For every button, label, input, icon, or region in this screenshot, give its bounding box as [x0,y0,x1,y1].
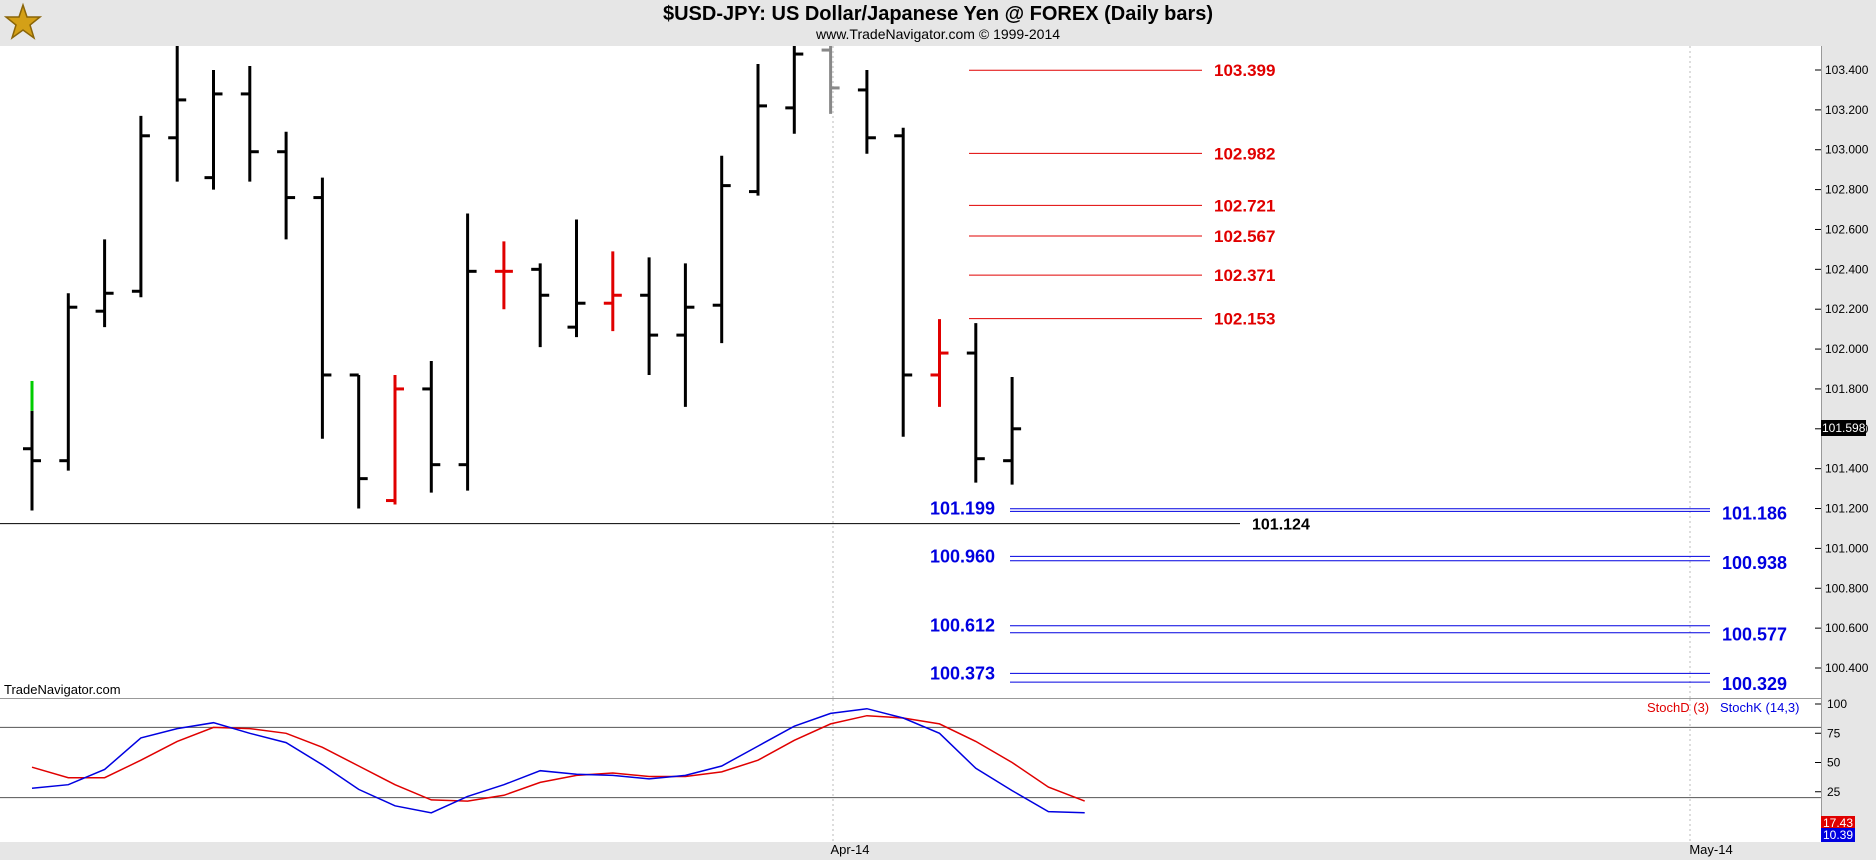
stochastic-panel[interactable]: 100 75 50 25 [0,698,1847,842]
y-tick-label: 103.400 [1825,63,1869,77]
stoch-k-value-tag: 10.39 [1821,828,1856,842]
y-tick-label: 102.200 [1825,302,1869,316]
support-line-label: 101.124 [1252,517,1310,534]
support-label-left: 100.612 [930,616,995,636]
support-label-left: 100.373 [930,663,995,683]
stoch-k-line [31,707,1085,814]
osc-y-tick-label: 50 [1827,756,1841,770]
resistance-label: 102.153 [1214,310,1275,329]
osc-y-tick-label: 75 [1827,726,1841,740]
resistance-label: 102.982 [1214,144,1275,163]
x-tick-label: May-14 [1689,842,1733,857]
stochastic-chart: 100 75 50 25 [0,699,1847,842]
x-axis: Apr-14 May-14 [0,841,1876,860]
support-label-left: 101.199 [930,499,995,519]
y-tick-label: 102.400 [1825,262,1869,276]
resistance-label: 102.371 [1214,266,1275,285]
y-tick-label: 102.000 [1825,342,1869,356]
resistance-label: 103.399 [1214,61,1275,80]
current-price-tag: 101.598 [1821,420,1867,436]
stoch-d-value-tag: 17.43 [1821,816,1856,830]
support-label-right: 100.577 [1722,625,1787,645]
y-tick-label: 100.600 [1825,621,1869,635]
osc-y-tick-label: 25 [1827,785,1841,799]
y-tick-label: 101.800 [1825,382,1869,396]
resistance-label: 102.567 [1214,227,1275,246]
legend-stoch-d: StochD (3) [1647,700,1710,715]
support-label-right: 101.186 [1722,503,1787,523]
price-panel[interactable]: 103.400 103.200 103.000 102.800 102.600 102.4… [0,46,1869,698]
y-tick-label: 103.000 [1825,143,1869,157]
watermark: TradeNavigator.com [4,682,121,697]
resistance-label: 102.721 [1214,196,1275,215]
support-label-right: 100.938 [1722,553,1787,573]
stoch-d-line [31,714,1085,802]
y-tick-label: 102.800 [1825,183,1869,197]
price-chart: 103.400 103.200 103.000 102.800 102.600 102.4… [0,46,1869,698]
legend-stoch-k: StochK (14,3) [1720,700,1800,715]
x-tick-label: Apr-14 [830,842,870,857]
chart-subtitle: www.TradeNavigator.com © 1999-2014 [815,26,1061,42]
y-tick-label: 103.200 [1825,103,1869,117]
support-label-left: 100.960 [930,546,995,566]
support-label-right: 100.329 [1722,674,1787,694]
y-tick-label: 100.800 [1825,581,1869,595]
y-tick-label: 101.400 [1825,462,1869,476]
y-tick-label: 101.000 [1825,541,1869,555]
y-tick-label: 100.400 [1825,661,1869,675]
y-tick-label: 101.200 [1825,502,1869,516]
chart-title: $USD-JPY: US Dollar/Japanese Yen @ FOREX… [662,3,1214,25]
tradenavigator-logo [2,2,44,44]
y-tick-label: 102.600 [1825,222,1869,236]
osc-y-tick-label: 100 [1827,699,1847,711]
